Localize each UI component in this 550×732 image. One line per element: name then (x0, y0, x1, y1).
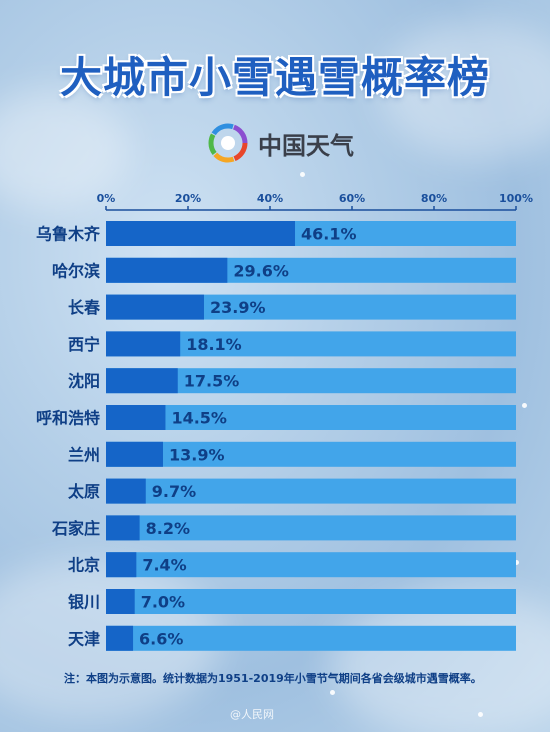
page-title: 大城市小雪遇雪概率榜 (59, 53, 490, 102)
bar-track (106, 589, 516, 614)
data-label: 13.9% (169, 445, 225, 464)
x-tick-label: 80% (421, 192, 447, 205)
data-label: 6.6% (139, 629, 183, 648)
x-tick-label: 0% (97, 192, 116, 205)
bars: 乌鲁木齐 46.1% 哈尔滨 29.6% 长春 23.9% 西宁 18.1% 沈阳 17.5% 呼和… (36, 221, 516, 651)
brand-logo: 中国天气 (208, 121, 354, 165)
data-label: 46.1% (301, 225, 357, 244)
data-label: 14.5% (171, 409, 227, 428)
brand-name: 中国天气 (258, 131, 354, 160)
bar (106, 368, 178, 394)
logo-center (221, 136, 235, 150)
bar-track (106, 625, 516, 651)
category-label: 兰州 (68, 445, 100, 464)
frost-patch (380, 20, 550, 160)
data-label: 8.2% (146, 519, 190, 538)
bar (106, 589, 135, 614)
category-label: 北京 (68, 556, 100, 575)
x-tick-label: 60% (339, 192, 365, 205)
data-label: 9.7% (152, 482, 196, 501)
snowflake-icon (300, 172, 305, 177)
watermark: @人民网 (230, 708, 274, 721)
category-label: 太原 (67, 482, 100, 501)
snowflake-icon (478, 712, 483, 717)
logo-arc (208, 123, 248, 163)
bar-track (106, 515, 516, 541)
x-tick-label: 100% (499, 192, 533, 205)
footnote: 注：本图为示意图。统计数据为1951-2019年小雪节气期间各省会级城市遇雪概率… (64, 672, 482, 685)
x-tick-label: 40% (257, 192, 283, 205)
logo-arc (208, 123, 248, 163)
bar (106, 515, 140, 541)
category-label: 石家庄 (51, 519, 100, 538)
bar-track (106, 478, 516, 504)
bar (106, 294, 204, 320)
data-label: 29.6% (233, 261, 289, 280)
bar (106, 405, 166, 430)
weather-logo-icon (208, 123, 248, 163)
category-label: 西宁 (68, 335, 100, 354)
category-label: 长春 (68, 298, 101, 317)
category-label: 沈阳 (68, 372, 100, 391)
data-label: 7.0% (141, 593, 185, 612)
logo-arc (208, 123, 248, 163)
snowflake-icon (330, 690, 335, 695)
bar (106, 331, 181, 357)
snowflake-icon (514, 560, 519, 565)
bar (106, 441, 163, 467)
logo-arc (208, 123, 248, 163)
category-label: 乌鲁木齐 (36, 225, 101, 244)
snowflake-icon (522, 403, 527, 408)
frost-patch (0, 90, 130, 210)
data-label: 18.1% (186, 335, 242, 354)
category-label: 天津 (68, 629, 100, 648)
data-label: 23.9% (210, 298, 266, 317)
bar-track (106, 441, 516, 467)
x-tick-label: 20% (175, 192, 201, 205)
x-axis: 0% 20% 40% 60% 80% 100% (97, 192, 533, 211)
category-label: 银川 (68, 593, 100, 612)
data-label: 17.5% (184, 372, 240, 391)
bar (106, 625, 134, 651)
data-label: 7.4% (142, 556, 186, 575)
bar (106, 257, 228, 283)
category-label: 哈尔滨 (52, 261, 100, 280)
bar (106, 478, 146, 504)
bar (106, 221, 296, 246)
bar-track (106, 552, 516, 578)
bar (106, 552, 137, 578)
category-label: 呼和浩特 (36, 409, 100, 428)
bar-track (106, 405, 516, 430)
